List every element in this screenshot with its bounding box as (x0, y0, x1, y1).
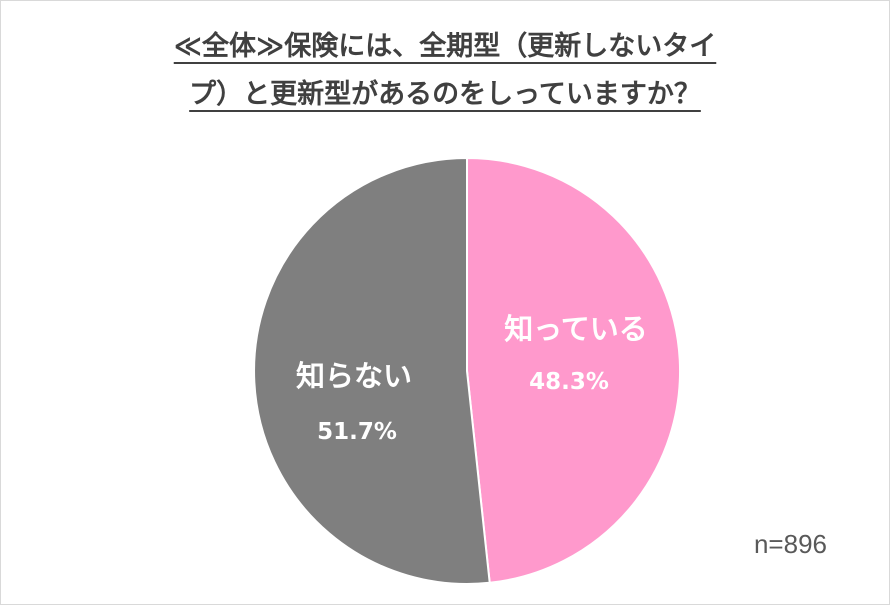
slice-label-knows: 知っている (504, 312, 648, 346)
slice-label-does-not-know: 知らない (296, 359, 412, 393)
pie-slice-knows (466, 156, 682, 584)
chart-title-line-2: プ）と更新型があるのをしっていますか？ (189, 79, 701, 110)
chart-title: ≪全体≫保険には、全期型（更新しないタイ プ）と更新型があるのをしっていますか？ (1, 23, 889, 119)
chart-title-line-1: ≪全体≫保険には、全期型（更新しないタイ (173, 31, 717, 62)
slice-value-does-not-know: 51.7% (317, 419, 397, 445)
pie-slice-does-not-know (253, 156, 491, 585)
slice-value-knows: 48.3% (529, 369, 609, 395)
sample-size-note: n=896 (753, 529, 827, 559)
